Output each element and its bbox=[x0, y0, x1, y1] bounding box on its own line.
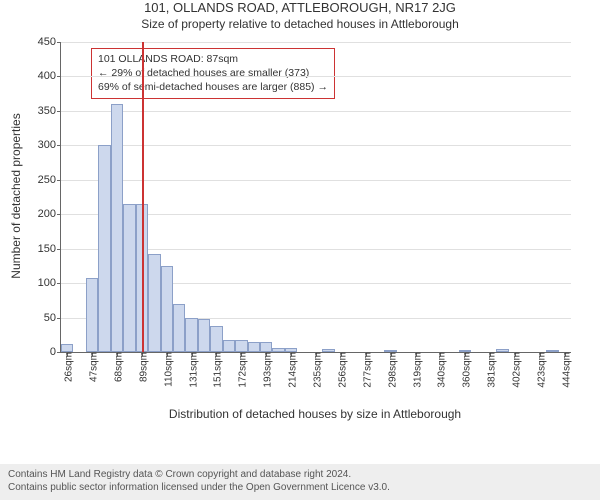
x-tick-label: 340sqm bbox=[433, 352, 448, 388]
chart-container: 101, OLLANDS ROAD, ATTLEBOROUGH, NR17 2J… bbox=[0, 0, 600, 460]
y-tick-label: 150 bbox=[38, 243, 61, 255]
x-tick-label: 444sqm bbox=[557, 352, 572, 388]
chart-title: 101, OLLANDS ROAD, ATTLEBOROUGH, NR17 2J… bbox=[0, 0, 600, 17]
histogram-bar bbox=[248, 342, 260, 352]
x-tick-label: 402sqm bbox=[508, 352, 523, 388]
x-tick-label: 193sqm bbox=[259, 352, 274, 388]
x-tick-label: 172sqm bbox=[234, 352, 249, 388]
histogram-bar bbox=[260, 342, 272, 352]
x-tick-label: 256sqm bbox=[333, 352, 348, 388]
x-tick-label: 235sqm bbox=[309, 352, 324, 388]
histogram-bar bbox=[148, 254, 160, 353]
x-tick-label: 110sqm bbox=[159, 352, 174, 387]
x-tick-label: 47sqm bbox=[85, 352, 100, 382]
x-tick-label: 131sqm bbox=[184, 352, 199, 388]
plot-area: 101 OLLANDS ROAD: 87sqm← 29% of detached… bbox=[60, 42, 571, 353]
gridline bbox=[61, 145, 571, 146]
x-tick-label: 89sqm bbox=[134, 352, 149, 382]
marker-annotation: 101 OLLANDS ROAD: 87sqm← 29% of detached… bbox=[91, 48, 335, 99]
histogram-bar bbox=[111, 104, 123, 352]
x-tick-label: 26sqm bbox=[60, 352, 75, 382]
x-tick-label: 298sqm bbox=[383, 352, 398, 388]
gridline bbox=[61, 76, 571, 77]
x-tick-label: 214sqm bbox=[284, 352, 299, 388]
histogram-bar bbox=[61, 344, 73, 352]
x-tick-label: 381sqm bbox=[483, 352, 498, 388]
y-tick-label: 400 bbox=[38, 70, 61, 82]
gridline bbox=[61, 42, 571, 43]
histogram-bar bbox=[123, 204, 135, 352]
annotation-line: 101 OLLANDS ROAD: 87sqm bbox=[98, 52, 328, 66]
histogram-bar bbox=[210, 326, 222, 352]
x-tick-label: 277sqm bbox=[358, 352, 373, 388]
histogram-bar bbox=[161, 266, 173, 352]
y-tick-label: 350 bbox=[38, 105, 61, 117]
x-tick-label: 423sqm bbox=[532, 352, 547, 388]
footer-line-2: Contains public sector information licen… bbox=[8, 481, 592, 494]
histogram-bar bbox=[86, 278, 98, 352]
y-tick-label: 300 bbox=[38, 139, 61, 151]
y-tick-label: 100 bbox=[38, 277, 61, 289]
gridline bbox=[61, 180, 571, 181]
histogram-bar bbox=[235, 340, 247, 352]
y-tick-label: 450 bbox=[38, 36, 61, 48]
histogram-bar bbox=[98, 145, 110, 352]
x-axis-label: Distribution of detached houses by size … bbox=[60, 407, 570, 421]
annotation-line: 69% of semi-detached houses are larger (… bbox=[98, 80, 328, 94]
footer-line-1: Contains HM Land Registry data © Crown c… bbox=[8, 468, 592, 481]
y-tick-label: 250 bbox=[38, 174, 61, 186]
histogram-bar bbox=[223, 340, 235, 352]
x-tick-label: 360sqm bbox=[458, 352, 473, 388]
gridline bbox=[61, 111, 571, 112]
y-tick-label: 50 bbox=[44, 312, 61, 324]
y-axis-label: Number of detached properties bbox=[9, 41, 23, 351]
subject-marker-line bbox=[142, 42, 144, 352]
annotation-line: ← 29% of detached houses are smaller (37… bbox=[98, 66, 328, 80]
chart-subtitle: Size of property relative to detached ho… bbox=[0, 17, 600, 31]
histogram-bar bbox=[198, 319, 210, 352]
attribution-footer: Contains HM Land Registry data © Crown c… bbox=[0, 464, 600, 500]
histogram-bar bbox=[185, 318, 197, 352]
x-tick-label: 319sqm bbox=[408, 352, 423, 388]
y-tick-label: 200 bbox=[38, 208, 61, 220]
histogram-bar bbox=[173, 304, 185, 352]
x-tick-label: 68sqm bbox=[109, 352, 124, 382]
x-tick-label: 151sqm bbox=[209, 352, 224, 388]
